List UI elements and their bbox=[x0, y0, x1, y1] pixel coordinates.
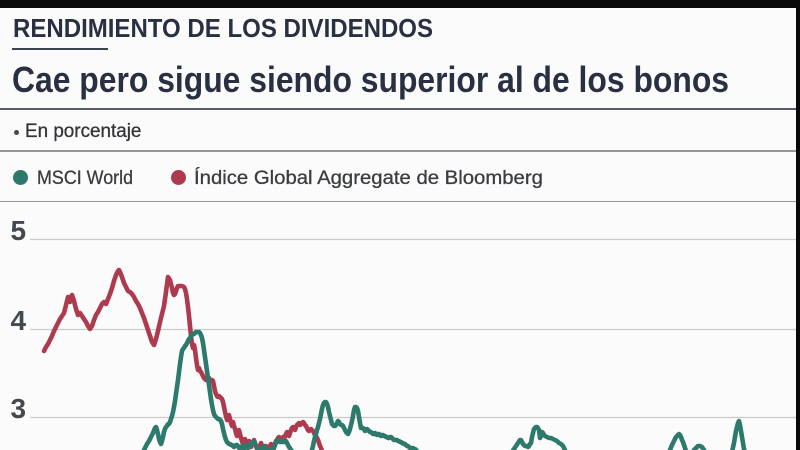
svg-text:5: 5 bbox=[11, 215, 27, 246]
svg-text:3: 3 bbox=[11, 393, 27, 424]
svg-text:4: 4 bbox=[11, 305, 27, 336]
